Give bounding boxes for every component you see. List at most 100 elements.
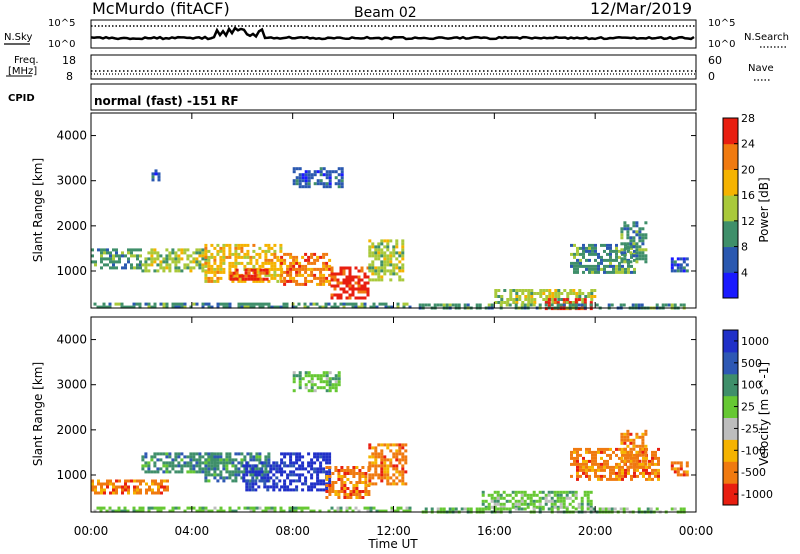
heatmap-cell — [371, 245, 375, 249]
heatmap-cell — [682, 269, 686, 273]
heatmap-cell — [349, 496, 353, 499]
heatmap-cell — [292, 377, 296, 381]
heatmap-cell — [156, 257, 160, 261]
heatmap-cell — [276, 305, 280, 309]
heatmap-cell — [539, 295, 543, 298]
heatmap-cell — [615, 471, 618, 475]
heatmap-cell — [260, 470, 264, 474]
heatmap-cell — [301, 173, 305, 177]
heatmap-cell — [106, 485, 109, 489]
heatmap-cell — [676, 263, 680, 267]
heatmap-cell — [354, 296, 358, 300]
heatmap-cell — [622, 507, 626, 511]
heatmap-cell — [319, 255, 323, 259]
heatmap-cell — [263, 461, 267, 465]
heatmap-cell — [307, 182, 311, 186]
heatmap-cell — [624, 243, 627, 247]
heatmap-cell — [343, 484, 347, 487]
heatmap-cell — [280, 452, 284, 456]
heatmap-cell — [502, 505, 506, 509]
heatmap-cell — [355, 481, 359, 484]
heatmap-cell — [357, 284, 361, 288]
heatmap-cell — [612, 465, 615, 469]
heatmap-cell — [673, 470, 677, 474]
heatmap-cell — [518, 289, 522, 292]
heatmap-cell — [580, 307, 584, 311]
heatmap-cell — [386, 254, 390, 258]
heatmap-cell — [267, 270, 271, 274]
heatmap-cell — [165, 452, 169, 456]
heatmap-cell — [251, 470, 255, 474]
heatmap-cell — [588, 243, 591, 247]
heatmap-cell — [357, 278, 361, 282]
heatmap-cell — [298, 386, 302, 390]
heatmap-cell — [234, 509, 238, 513]
heatmap-cell — [310, 273, 314, 277]
heatmap-cell — [336, 506, 340, 510]
heatmap-cell — [572, 289, 576, 292]
heatmap-cell — [252, 249, 256, 253]
heatmap-cell — [301, 473, 305, 477]
heatmap-cell — [588, 465, 591, 469]
heatmap-cell — [386, 476, 390, 480]
heatmap-cell — [246, 302, 250, 306]
heatmap-cell — [331, 386, 335, 390]
heatmap-cell — [201, 302, 205, 306]
heatmap-cell — [342, 302, 346, 306]
heatmap-cell — [168, 464, 172, 468]
heatmap-cell — [186, 461, 190, 465]
heatmap-cell — [644, 429, 648, 433]
heatmap-cell — [405, 509, 409, 513]
heatmap-cell — [336, 296, 340, 300]
heatmap-cell — [383, 464, 387, 468]
heatmap-cell — [371, 242, 375, 246]
heatmap-cell — [638, 227, 642, 231]
heatmap-cell — [240, 458, 244, 462]
heatmap-cell — [280, 270, 284, 274]
heatmap-cell — [207, 258, 211, 262]
heatmap-cell — [374, 278, 378, 282]
heatmap-cell — [272, 464, 276, 468]
heatmap-cell — [132, 506, 136, 510]
heatmap-cell — [466, 303, 470, 307]
heatmap-cell — [586, 490, 590, 494]
heatmap-cell — [345, 302, 349, 306]
heatmap-cell — [638, 453, 642, 457]
heatmap-cell — [345, 275, 349, 279]
heatmap-cell — [514, 303, 518, 307]
heatmap-cell — [270, 267, 274, 271]
heatmap-cell — [253, 274, 257, 278]
heatmap-cell — [430, 507, 434, 511]
heatmap-cell — [130, 479, 133, 483]
heatmap-cell — [395, 470, 399, 474]
heatmap-cell — [123, 305, 127, 309]
heatmap-cell — [313, 455, 317, 459]
heatmap-cell — [585, 471, 588, 475]
heatmap-cell — [195, 464, 199, 468]
heatmap-cell — [222, 464, 226, 468]
heatmap-cell — [348, 275, 352, 279]
heatmap-cell — [535, 505, 539, 509]
heatmap-cell — [180, 467, 184, 471]
heatmap-cell — [515, 289, 519, 292]
heatmap-cell — [249, 455, 253, 459]
heatmap-cell — [243, 252, 247, 256]
heatmap-cell — [237, 255, 241, 259]
heatmap-cell — [133, 254, 136, 258]
heatmap-cell — [638, 465, 642, 469]
heatmap-cell — [578, 289, 582, 292]
heatmap-cell — [330, 269, 334, 273]
heatmap-cell — [500, 301, 504, 304]
heatmap-cell — [503, 289, 507, 292]
heatmap-cell — [655, 303, 659, 307]
heatmap-cell — [180, 248, 184, 252]
heatmap-cell — [201, 254, 205, 258]
heatmap-cell — [96, 305, 100, 309]
heatmap-cell — [366, 266, 370, 270]
heatmap-cell — [511, 502, 515, 506]
heatmap-cell — [366, 287, 370, 291]
heatmap-cell — [328, 479, 332, 483]
heatmap-cell — [331, 383, 335, 387]
heatmap-cell — [306, 506, 310, 510]
